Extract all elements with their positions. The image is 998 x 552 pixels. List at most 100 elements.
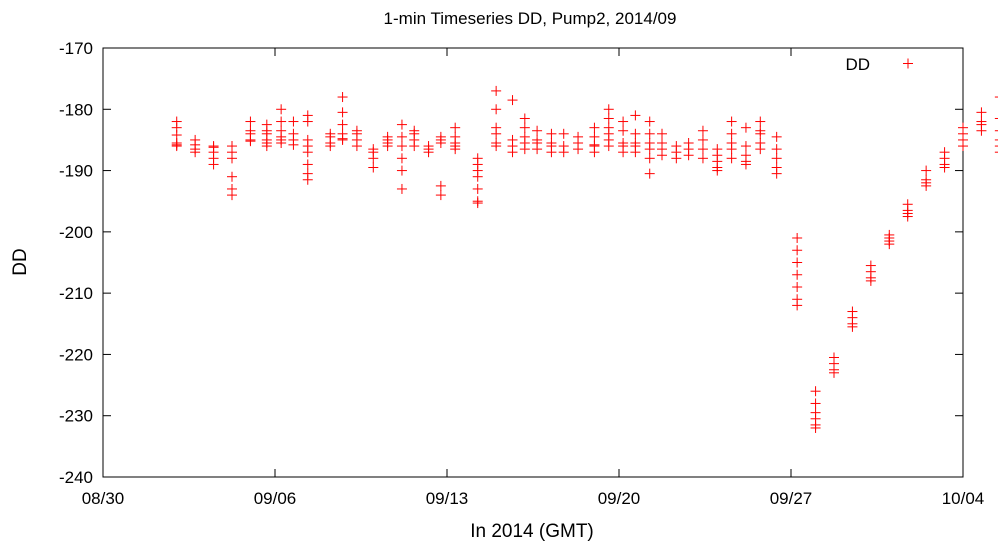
data-point <box>190 134 201 145</box>
data-point <box>337 92 348 103</box>
data-point <box>630 147 641 158</box>
data-point <box>351 141 362 152</box>
data-point <box>288 116 299 127</box>
data-point <box>644 168 655 179</box>
data-point <box>396 119 407 130</box>
data-point <box>994 96 998 98</box>
data-point <box>302 147 313 158</box>
y-tick-label: -240 <box>59 468 93 487</box>
data-point <box>532 134 543 145</box>
data-point <box>396 131 407 142</box>
data-point <box>589 147 600 158</box>
data-point <box>227 153 237 164</box>
data-point <box>519 131 530 142</box>
data-point <box>190 147 201 158</box>
data-point <box>573 144 584 155</box>
data-point <box>507 134 518 145</box>
y-tick-label: -200 <box>59 223 93 242</box>
data-point <box>683 150 694 161</box>
data-point <box>792 245 803 256</box>
data-point <box>337 107 348 118</box>
data-point <box>683 137 694 148</box>
data-point <box>697 125 708 136</box>
data-point <box>573 131 584 142</box>
data-point <box>288 128 299 139</box>
data-point <box>396 153 407 164</box>
data-point <box>302 116 313 127</box>
data-point <box>171 141 182 152</box>
data-point <box>450 122 461 133</box>
data-point <box>792 269 803 280</box>
data-point <box>519 113 530 124</box>
data-point <box>771 144 782 155</box>
data-point <box>288 139 299 150</box>
data-point <box>276 137 287 148</box>
data-point <box>396 141 407 152</box>
data-point <box>921 180 932 191</box>
data-point <box>712 165 723 176</box>
data-point <box>884 239 895 250</box>
data-point <box>227 190 237 201</box>
data-point <box>644 153 655 164</box>
data-point <box>755 116 766 127</box>
data-point <box>491 141 502 152</box>
y-tick-label: -210 <box>59 284 93 303</box>
x-axis: 08/30 09/06 09/13 09/20 09/27 10/04 <box>82 48 984 508</box>
data-point <box>792 282 803 293</box>
data-point <box>630 128 641 139</box>
plot-frame <box>102 47 964 478</box>
data-point <box>435 190 446 201</box>
data-point <box>245 116 256 127</box>
data-point <box>435 180 446 191</box>
data-point <box>261 125 272 136</box>
data-point <box>603 113 614 124</box>
data-point <box>618 116 629 127</box>
data-point <box>792 257 803 268</box>
data-point <box>740 150 751 161</box>
y-tick-label: -170 <box>59 39 93 58</box>
data-point <box>994 130 998 132</box>
data-point <box>472 198 483 209</box>
data-point <box>589 131 600 142</box>
data-point <box>276 116 287 127</box>
data-point <box>208 159 219 170</box>
x-axis-label: In 2014 (GMT) <box>470 521 594 542</box>
chart-title: 1-min Timeseries DD, Pump2, 2014/09 <box>384 9 677 28</box>
data-point <box>939 153 950 164</box>
y-tick-label: -190 <box>59 162 93 181</box>
data-point <box>382 141 393 152</box>
data-point <box>507 147 518 158</box>
data-point <box>423 147 434 158</box>
data-point <box>865 266 876 277</box>
data-point <box>618 125 629 136</box>
data-point <box>726 128 737 139</box>
x-tick-label: 09/27 <box>770 489 813 508</box>
data-point <box>589 122 600 133</box>
data-point <box>810 413 821 424</box>
data-point <box>921 165 932 176</box>
data-point <box>519 144 530 155</box>
data-point <box>697 153 708 164</box>
data-point <box>771 131 782 142</box>
data-point <box>491 85 502 96</box>
y-tick-label: -180 <box>59 100 93 119</box>
data-point <box>368 144 379 155</box>
data-point <box>491 128 502 139</box>
data-point <box>657 128 667 139</box>
data-point <box>810 398 821 409</box>
data-point <box>546 147 557 158</box>
data-point <box>603 122 614 133</box>
data-point <box>657 150 667 161</box>
data-point <box>337 119 348 130</box>
data-point <box>409 128 420 139</box>
data-point <box>368 153 379 164</box>
data-point <box>532 125 543 136</box>
data-point <box>227 171 237 182</box>
data-point <box>302 159 313 170</box>
data-point <box>409 141 420 152</box>
data-point <box>396 165 407 176</box>
data-points <box>171 85 998 433</box>
data-point <box>726 137 737 148</box>
x-tick-label: 09/13 <box>426 489 469 508</box>
